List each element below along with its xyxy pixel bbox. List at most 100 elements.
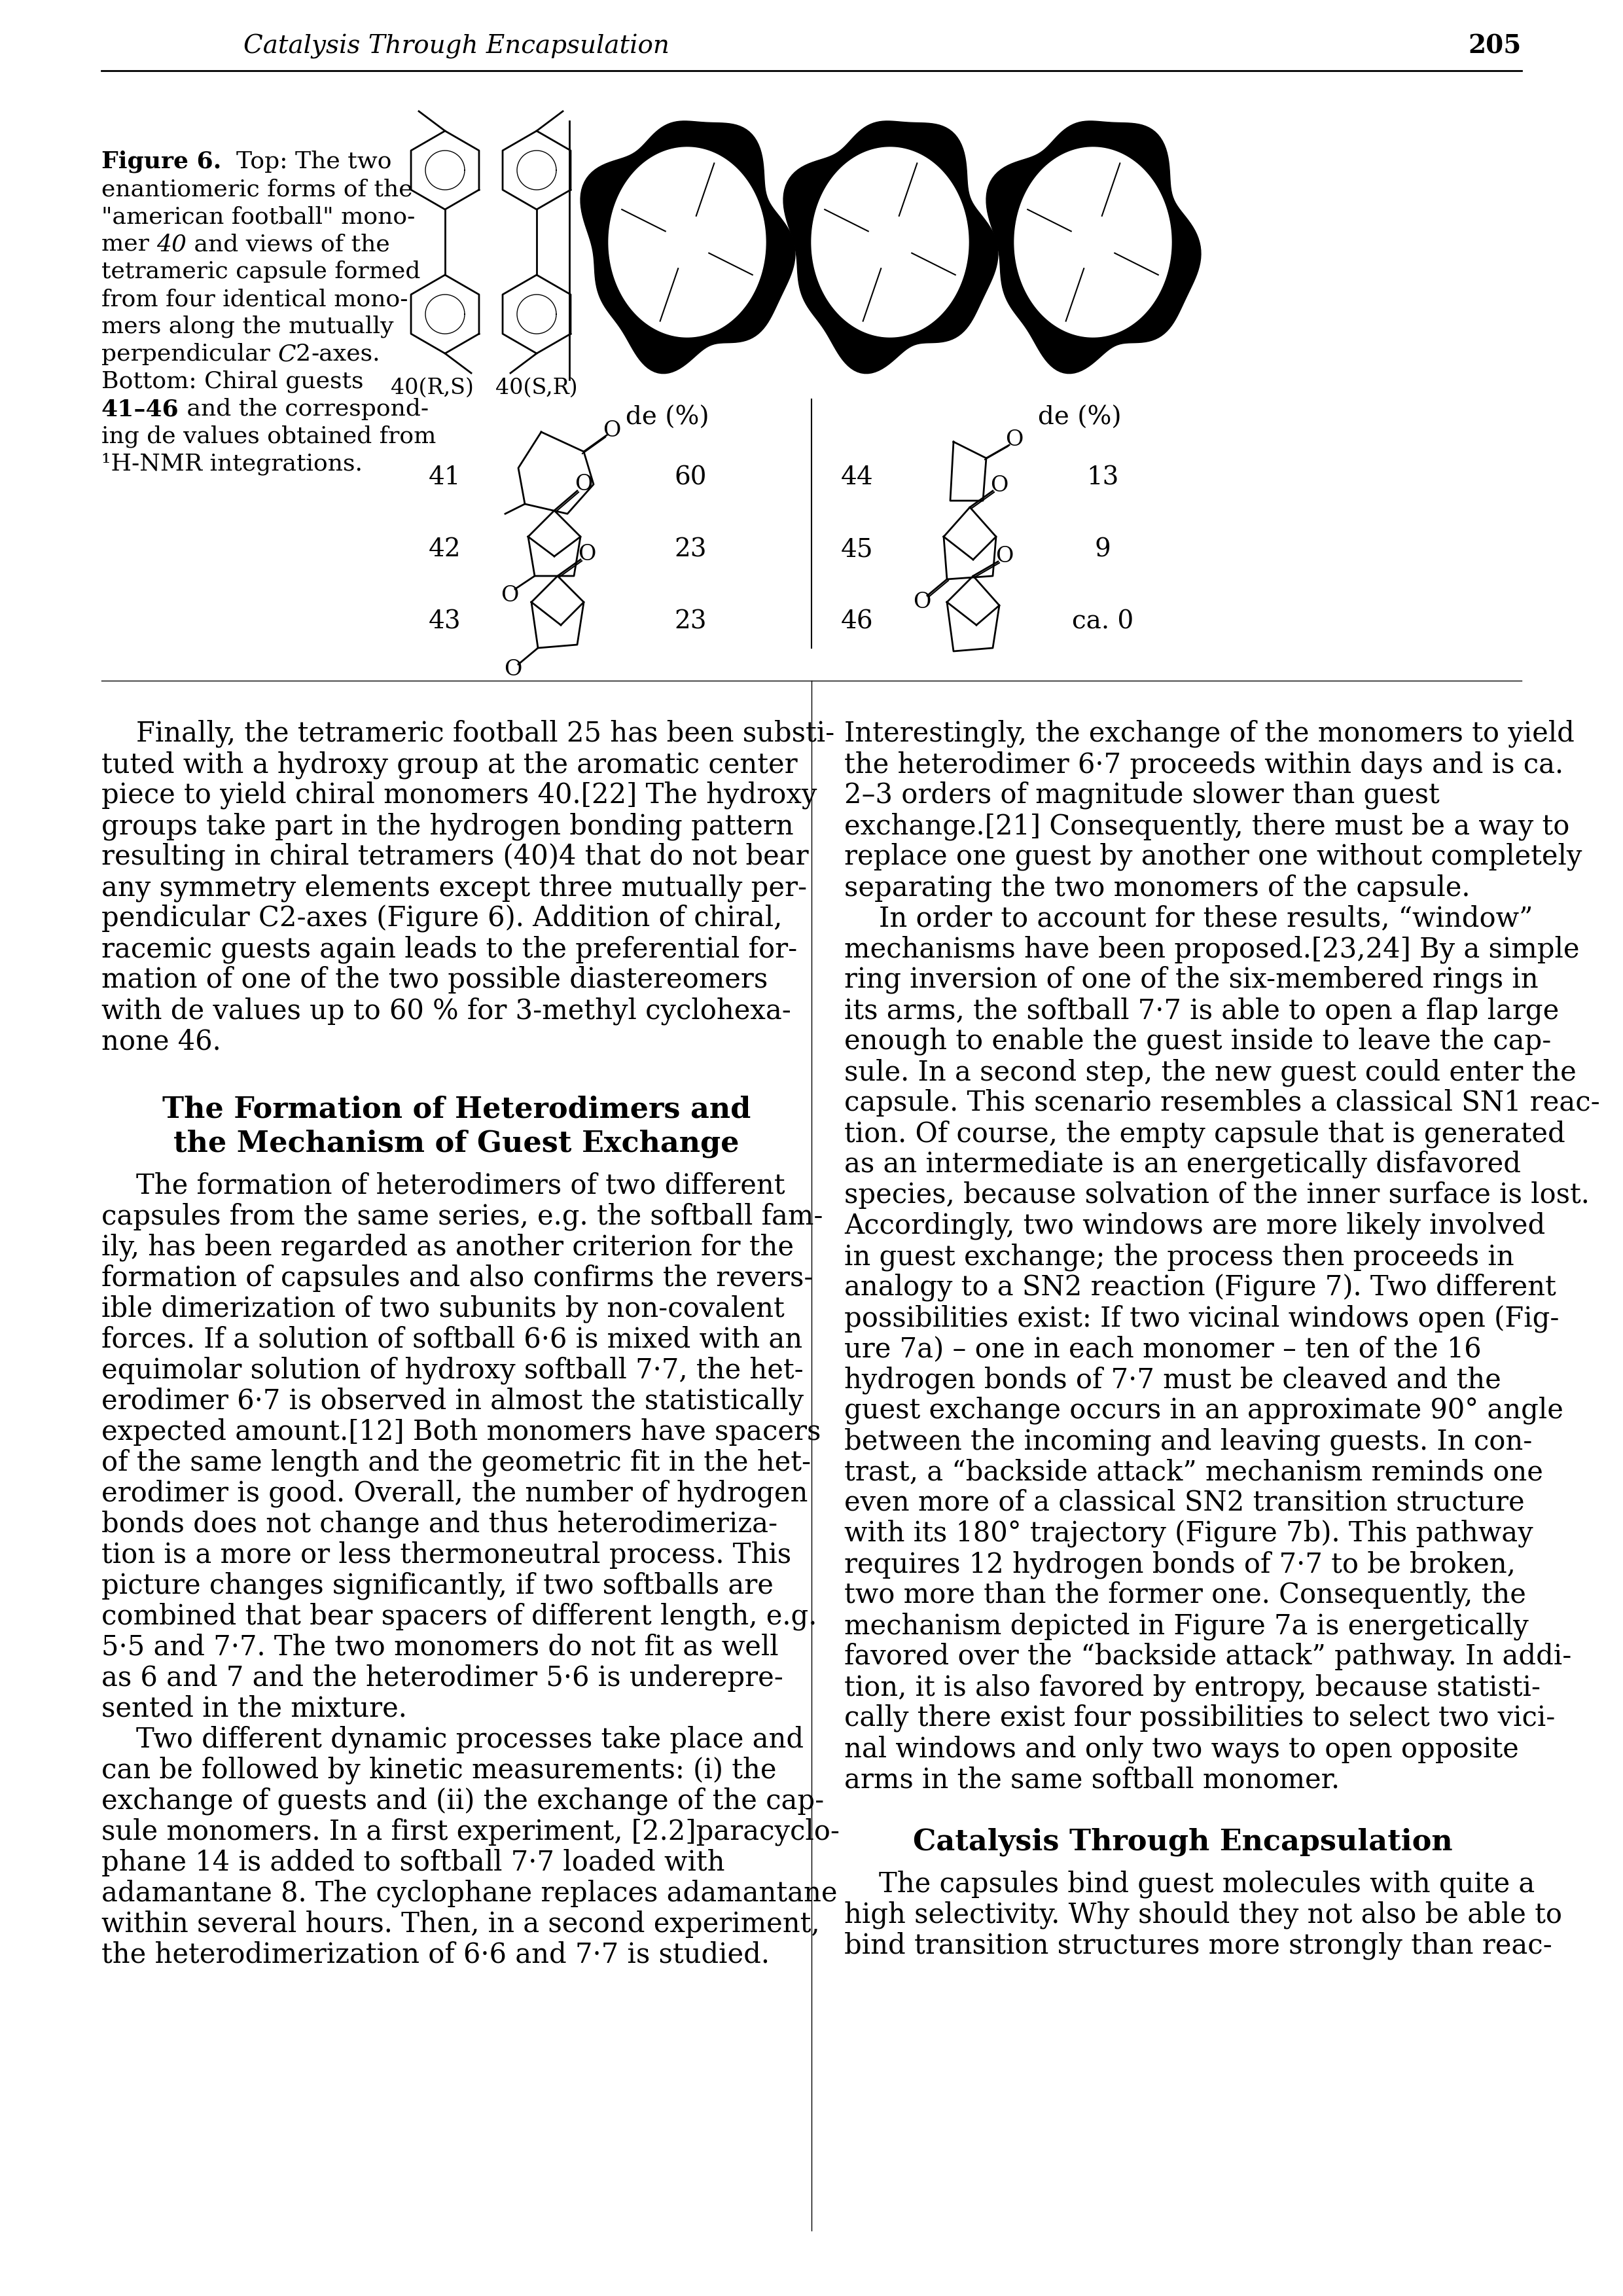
Text: the Mechanism of Guest Exchange: the Mechanism of Guest Exchange [174, 1130, 740, 1157]
Text: O: O [502, 585, 519, 606]
Text: Top: The two: Top: The two [221, 152, 391, 172]
Text: phane 14 is added to softball 7·7 loaded with: phane 14 is added to softball 7·7 loaded… [101, 1848, 725, 1876]
Text: enantiomeric forms of the: enantiomeric forms of the [101, 179, 412, 200]
Text: mation of one of the two possible diastereomers: mation of one of the two possible diaste… [101, 967, 768, 994]
Polygon shape [581, 122, 795, 374]
Text: C: C [938, 149, 953, 165]
Text: erodimer is good. Overall, the number of hydrogen: erodimer is good. Overall, the number of… [101, 1479, 808, 1508]
Polygon shape [784, 122, 998, 374]
Text: requires 12 hydrogen bonds of 7·7 to be broken,: requires 12 hydrogen bonds of 7·7 to be … [844, 1550, 1516, 1577]
Polygon shape [812, 147, 969, 338]
Text: Bottom: Chiral guests: Bottom: Chiral guests [101, 370, 364, 393]
Text: none 46.: none 46. [101, 1029, 221, 1056]
Text: resulting in chiral tetramers (40)4 that do not bear: resulting in chiral tetramers (40)4 that… [101, 843, 808, 870]
Text: O: O [505, 659, 523, 680]
Text: of the same length and the geometric fit in the het-: of the same length and the geometric fit… [101, 1449, 812, 1476]
Text: The capsules bind guest molecules with quite a: The capsules bind guest molecules with q… [844, 1871, 1535, 1899]
Text: mechanisms have been proposed.[23,24] By a simple: mechanisms have been proposed.[23,24] By… [844, 934, 1579, 962]
Text: Catalysis Through Encapsulation: Catalysis Through Encapsulation [914, 1828, 1453, 1855]
Text: O: O [602, 420, 622, 441]
Text: tetrameric capsule formed: tetrameric capsule formed [101, 259, 420, 282]
Text: mers along the mutually: mers along the mutually [101, 315, 394, 338]
Text: In order to account for these results, “window”: In order to account for these results, “… [844, 905, 1534, 932]
Text: and views of the: and views of the [187, 232, 390, 255]
Polygon shape [609, 147, 766, 338]
Text: 60: 60 [674, 466, 706, 489]
Text: ring inversion of one of the six-membered rings in: ring inversion of one of the six-membere… [844, 967, 1539, 994]
Text: trast, a “backside attack” mechanism reminds one: trast, a “backside attack” mechanism rem… [844, 1458, 1543, 1486]
Text: 5·5 and 7·7. The two monomers do not fit as well: 5·5 and 7·7. The two monomers do not fit… [101, 1632, 779, 1660]
Text: tion is a more or less thermoneutral process. This: tion is a more or less thermoneutral pro… [101, 1541, 792, 1568]
Text: tion. Of course, the empty capsule that is generated: tion. Of course, the empty capsule that … [844, 1120, 1565, 1148]
Text: O: O [578, 544, 596, 565]
Text: adamantane 8. The cyclophane replaces adamantane: adamantane 8. The cyclophane replaces ad… [101, 1880, 837, 1908]
Text: perpendicular: perpendicular [101, 342, 278, 365]
Text: two more than the former one. Consequently, the: two more than the former one. Consequent… [844, 1582, 1526, 1609]
Text: between the incoming and leaving guests. In con-: between the incoming and leaving guests.… [844, 1428, 1532, 1456]
Text: 41–46: 41–46 [101, 397, 179, 420]
Text: Two different dynamic processes take place and: Two different dynamic processes take pla… [101, 1727, 803, 1754]
Text: 23: 23 [674, 611, 706, 634]
Text: Accordingly, two windows are more likely involved: Accordingly, two windows are more likely… [844, 1212, 1545, 1240]
Text: O: O [575, 473, 592, 496]
Text: equimolar solution of hydroxy softball 7·7, the het-: equimolar solution of hydroxy softball 7… [101, 1357, 803, 1384]
Text: sule monomers. In a first experiment, [2.2]paracyclo-: sule monomers. In a first experiment, [2… [101, 1818, 839, 1846]
Text: mer: mer [101, 232, 157, 255]
Text: cally there exist four possibilities to select two vici-: cally there exist four possibilities to … [844, 1704, 1555, 1731]
Text: 205: 205 [1469, 34, 1522, 60]
Text: species, because solvation of the inner surface is lost.: species, because solvation of the inner … [844, 1182, 1589, 1210]
Text: from four identical mono-: from four identical mono- [101, 287, 407, 310]
Polygon shape [1014, 147, 1172, 338]
Text: Interestingly, the exchange of the monomers to yield: Interestingly, the exchange of the monom… [844, 721, 1574, 748]
Text: separating the two monomers of the capsule.: separating the two monomers of the capsu… [844, 875, 1470, 902]
Text: with its 180° trajectory (Figure 7b). This pathway: with its 180° trajectory (Figure 7b). Th… [844, 1520, 1534, 1548]
Text: 9: 9 [1094, 537, 1110, 563]
Text: exchange of guests and (ii) the exchange of the cap-: exchange of guests and (ii) the exchange… [101, 1786, 824, 1816]
Text: piece to yield chiral monomers 40.[22] The hydroxy: piece to yield chiral monomers 40.[22] T… [101, 781, 816, 808]
Text: its arms, the softball 7·7 is able to open a flap large: its arms, the softball 7·7 is able to op… [844, 996, 1560, 1024]
Text: C: C [278, 342, 295, 365]
Text: 23: 23 [674, 537, 706, 563]
Polygon shape [987, 122, 1201, 374]
Text: as 6 and 7 and the heterodimer 5·6 is underepre-: as 6 and 7 and the heterodimer 5·6 is un… [101, 1665, 784, 1692]
Text: exchange.[21] Consequently, there must be a way to: exchange.[21] Consequently, there must b… [844, 813, 1569, 840]
Text: 2: 2 [1159, 158, 1167, 170]
Text: the heterodimer 6·7 proceeds within days and is ca.: the heterodimer 6·7 proceeds within days… [844, 751, 1563, 778]
Text: Catalysis Through Encapsulation: Catalysis Through Encapsulation [243, 34, 669, 60]
Text: Finally, the tetrameric football 25 has been substi-: Finally, the tetrameric football 25 has … [101, 721, 834, 748]
Text: 40: 40 [157, 232, 187, 255]
Text: 41: 41 [428, 466, 461, 489]
Text: -axes.: -axes. [312, 342, 380, 365]
Text: the heterodimerization of 6·6 and 7·7 is studied.: the heterodimerization of 6·6 and 7·7 is… [101, 1940, 769, 1968]
Text: erodimer 6·7 is observed in almost the statistically: erodimer 6·7 is observed in almost the s… [101, 1387, 803, 1414]
Text: tuted with a hydroxy group at the aromatic center: tuted with a hydroxy group at the aromat… [101, 751, 797, 778]
Text: hydrogen bonds of 7·7 must be cleaved and the: hydrogen bonds of 7·7 must be cleaved an… [844, 1366, 1501, 1394]
Text: ily, has been regarded as another criterion for the: ily, has been regarded as another criter… [101, 1233, 794, 1261]
Text: expected amount.[12] Both monomers have spacers: expected amount.[12] Both monomers have … [101, 1419, 821, 1446]
Text: 2: 2 [295, 342, 312, 365]
Text: racemic guests again leads to the preferential for-: racemic guests again leads to the prefer… [101, 934, 797, 962]
Text: can be followed by kinetic measurements: (i) the: can be followed by kinetic measurements:… [101, 1756, 776, 1784]
Text: O: O [1005, 429, 1024, 450]
Text: pendicular C2-axes (Figure 6). Addition of chiral,: pendicular C2-axes (Figure 6). Addition … [101, 905, 782, 932]
Text: ible dimerization of two subunits by non-covalent: ible dimerization of two subunits by non… [101, 1295, 784, 1322]
Text: bind transition structures more strongly than reac-: bind transition structures more strongly… [844, 1931, 1552, 1961]
Text: "american football" mono-: "american football" mono- [101, 207, 415, 227]
Text: O: O [990, 475, 1008, 496]
Text: de (%): de (%) [1039, 406, 1121, 429]
Text: forces. If a solution of softball 6·6 is mixed with an: forces. If a solution of softball 6·6 is… [101, 1327, 802, 1352]
Text: 2–3 orders of magnitude slower than guest: 2–3 orders of magnitude slower than gues… [844, 781, 1440, 808]
Text: ¹H-NMR integrations.: ¹H-NMR integrations. [101, 452, 362, 475]
Text: 45: 45 [841, 537, 873, 563]
Text: arms in the same softball monomer.: arms in the same softball monomer. [844, 1766, 1339, 1793]
Text: 2: 2 [747, 158, 755, 170]
Text: formation of capsules and also confirms the revers-: formation of capsules and also confirms … [101, 1265, 813, 1293]
Text: enough to enable the guest inside to leave the cap-: enough to enable the guest inside to lea… [844, 1029, 1552, 1056]
Text: nal windows and only two ways to open opposite: nal windows and only two ways to open op… [844, 1736, 1519, 1763]
Text: O: O [995, 546, 1013, 567]
Text: 43: 43 [428, 611, 461, 634]
Text: 42: 42 [428, 537, 461, 563]
Text: C: C [732, 149, 747, 165]
Text: capsule. This scenario resembles a classical SN1 reac-: capsule. This scenario resembles a class… [844, 1088, 1600, 1116]
Text: tion, it is also favored by entropy, because statisti-: tion, it is also favored by entropy, bec… [844, 1674, 1540, 1701]
